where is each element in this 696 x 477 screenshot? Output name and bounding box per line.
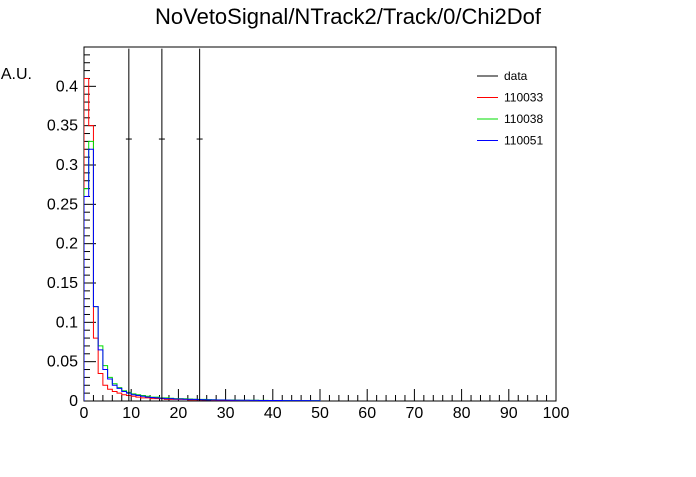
- y-tick-label: 0.2: [56, 236, 78, 253]
- chart-title: NoVetoSignal/NTrack2/Track/0/Chi2Dof: [155, 4, 542, 29]
- series-110051-step: [84, 148, 321, 401]
- y-tick-label: 0.25: [47, 196, 78, 213]
- x-tick-label: 80: [453, 405, 471, 422]
- x-tick-label: 40: [264, 405, 282, 422]
- y-tick-label: 0.05: [47, 354, 78, 371]
- legend: data 110033 110038 110051: [477, 69, 543, 148]
- y-tick-label: 0.35: [47, 118, 78, 135]
- x-tick-label: 10: [122, 405, 140, 422]
- y-tick-label: 0.4: [56, 78, 78, 95]
- x-tick-label: 20: [170, 405, 188, 422]
- x-tick-label: 70: [406, 405, 424, 422]
- x-tick-label: 90: [500, 405, 518, 422]
- y-tick-label: 0.15: [47, 275, 78, 292]
- y-axis-label: A.U.: [1, 66, 32, 83]
- y-tick-label: 0.1: [56, 314, 78, 331]
- legend-label-110051: 110051: [504, 134, 543, 148]
- legend-label-data: data: [504, 69, 528, 83]
- legend-label-110033: 110033: [504, 91, 543, 105]
- x-tick-label: 50: [311, 405, 329, 422]
- y-tick-label: 0: [69, 393, 78, 410]
- plot-area: 0 10 20 30 40 50 60 70 80 90 100 0 0.05 0.1 0.15 0.2 0.2…: [47, 46, 570, 422]
- x-tick-label: 60: [358, 405, 376, 422]
- x-tick-label: 0: [80, 405, 89, 422]
- y-tick-label: 0.3: [56, 157, 78, 174]
- x-tick-label: 30: [217, 405, 235, 422]
- legend-label-110038: 110038: [504, 112, 543, 126]
- x-tick-label: 100: [543, 405, 570, 422]
